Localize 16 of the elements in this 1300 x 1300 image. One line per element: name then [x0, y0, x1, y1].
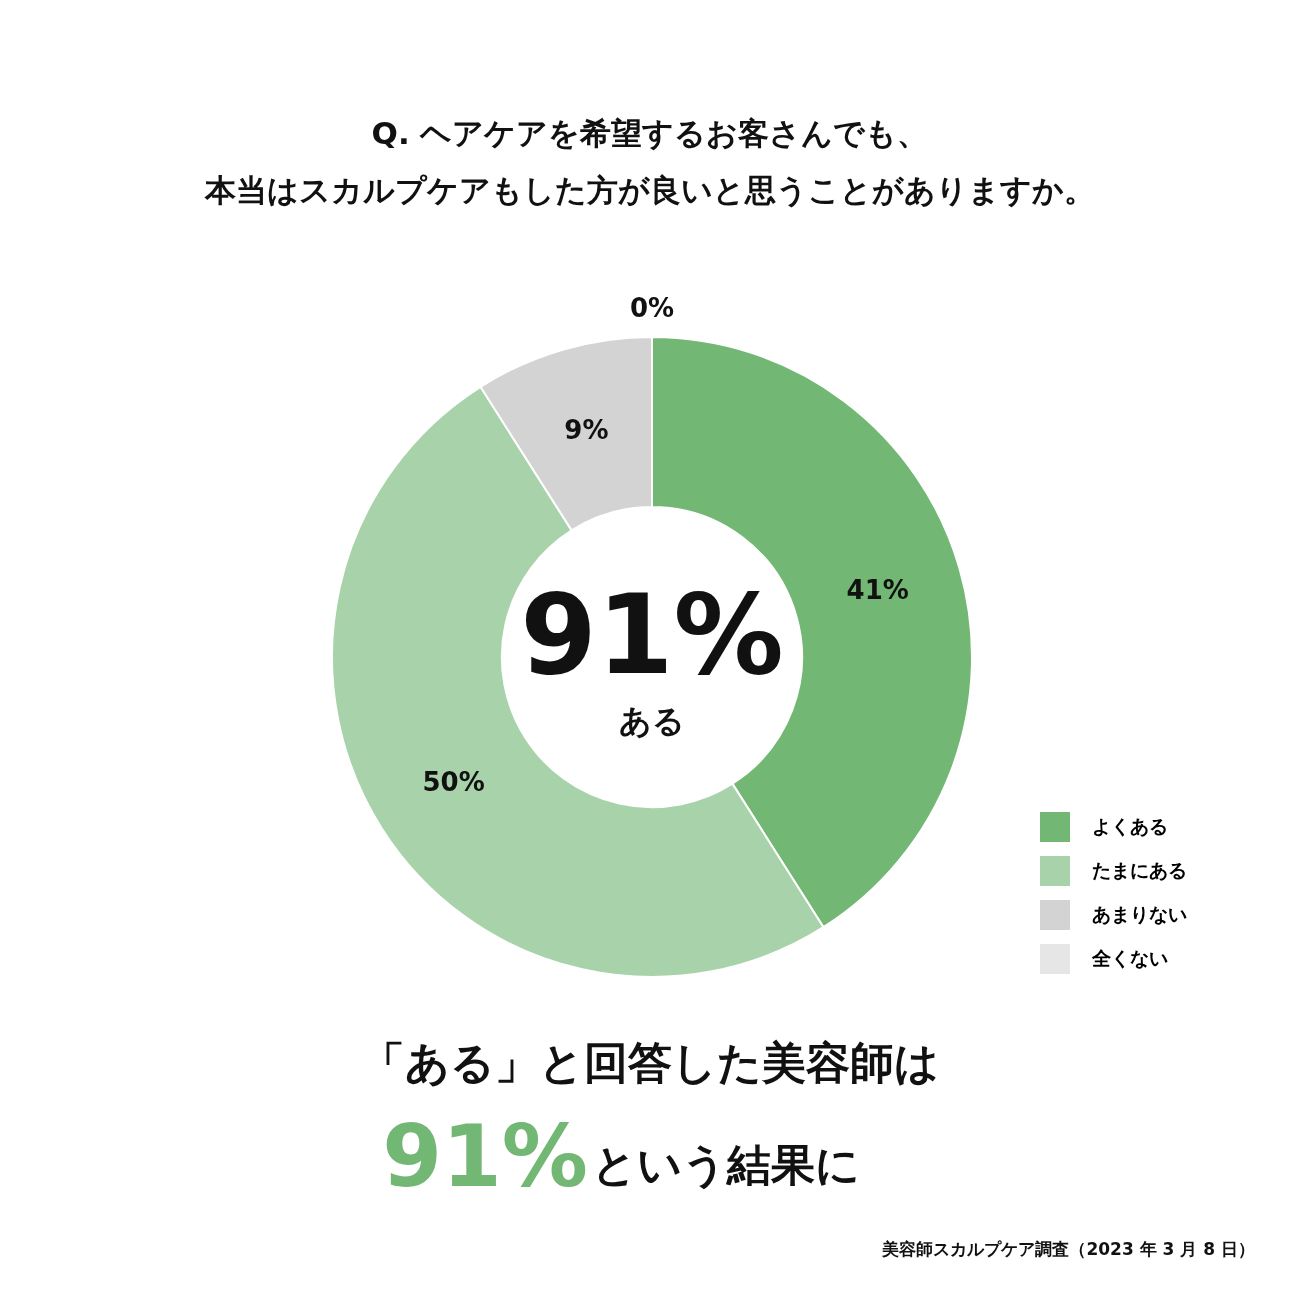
legend-label: よくある: [1092, 815, 1168, 837]
text: 0%: [629, 293, 675, 323]
chart-subtitle: 本当はスカルプケアもした方が良いと思うことがありますか。: [204, 172, 1095, 208]
legend-label: 全くない: [1091, 947, 1168, 969]
text: という結果に: [592, 1139, 860, 1190]
text: 91%: [382, 1106, 588, 1206]
text: 「ある」と回答した美容師は: [361, 1037, 939, 1088]
text: ある: [619, 702, 685, 740]
data-label: 41%: [846, 575, 909, 606]
legend-label: あまりない: [1092, 903, 1187, 925]
text: 美容師スカルプケア調査（2023 年 3 月 8 日）: [881, 1239, 1255, 1259]
chart-title: Q. ヘアケアを希望するお客さんでも、: [371, 115, 929, 151]
data-label: 50%: [422, 766, 485, 797]
data-label: 9%: [564, 415, 609, 446]
legend-label: たまにある: [1092, 859, 1187, 881]
text: 91%: [520, 571, 784, 699]
